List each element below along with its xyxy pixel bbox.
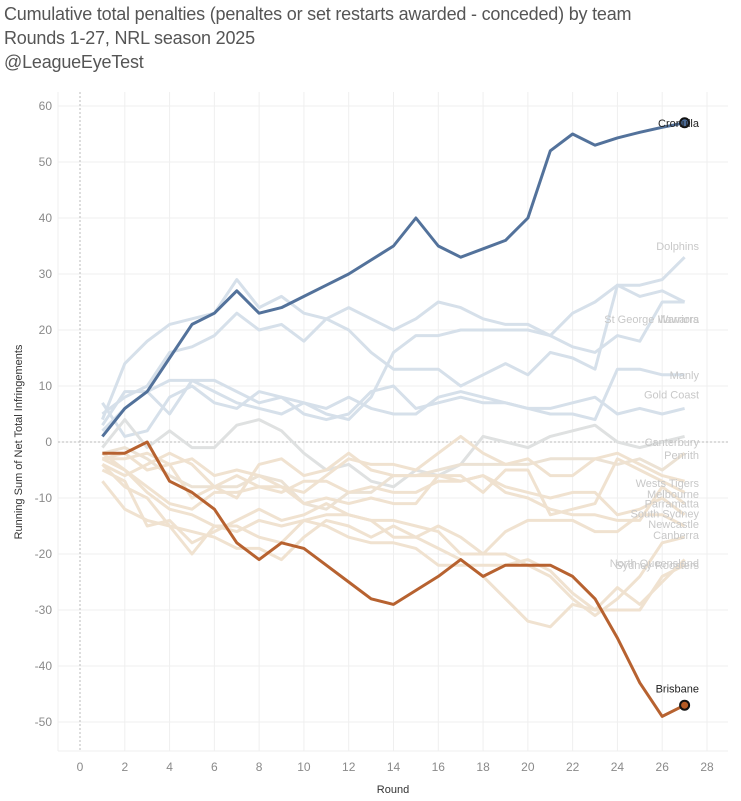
series-line-canberra <box>101 480 685 618</box>
end-labels: Cronulla Dolphins St George IllawarraWarri… <box>604 118 700 696</box>
end-label-brisbane: Brisbane <box>656 683 699 695</box>
highlight-series <box>101 117 691 718</box>
end-label-wests-tigers: Wests Tigers <box>636 478 700 490</box>
end-label-dolphins: Dolphins <box>656 241 699 253</box>
x-tick-label: 16 <box>432 760 446 774</box>
series-line-warriors <box>101 283 686 416</box>
chart-credit: @LeagueEyeTest <box>4 52 144 72</box>
y-tick-label: 40 <box>39 211 53 225</box>
end-label-north-queensland: North Queensland <box>610 558 699 570</box>
y-axis-title: Running Sum of Net Total Infringements <box>13 344 25 539</box>
series-line-gold-coast <box>101 384 685 438</box>
end-label-south-sydney: South Sydney <box>631 509 700 521</box>
end-label-manly: Manly <box>670 370 700 382</box>
x-tick-label: 8 <box>256 760 263 774</box>
end-label-melbourne: Melbourne <box>647 489 699 501</box>
x-axis-title: Round <box>377 784 409 796</box>
series-line-dolphins <box>101 256 686 421</box>
chart-subtitle: Rounds 1-27, NRL season 2025 <box>4 28 255 48</box>
chart-title: Cumulative total penalties (penaltes or … <box>4 4 632 24</box>
y-tick-label: -30 <box>35 603 53 617</box>
x-tick-label: 0 <box>77 760 84 774</box>
y-axis-ticks: 60 50 40 30 20 10 0 -10 -20 -30 -40 -50 <box>35 99 53 729</box>
x-tick-label: 4 <box>166 760 173 774</box>
endpoint-marker-brisbane <box>679 699 691 711</box>
end-label-sydney-roosters: Sydney Roosters <box>615 560 699 572</box>
y-tick-label: 20 <box>39 323 53 337</box>
y-tick-label: -20 <box>35 547 53 561</box>
end-label-parramatta: Parramatta <box>645 499 700 511</box>
end-label-gold-coast: Gold Coast <box>644 389 699 401</box>
end-label-newcastle: Newcastle <box>648 519 699 531</box>
x-tick-label: 6 <box>211 760 218 774</box>
y-tick-label: 60 <box>39 99 53 113</box>
end-label-penrith: Penrith <box>664 450 699 462</box>
y-tick-label: 30 <box>39 267 53 281</box>
x-tick-label: 14 <box>387 760 401 774</box>
series-line-cronulla <box>101 121 685 438</box>
x-tick-label: 2 <box>121 760 128 774</box>
series-line-sydney-roosters <box>101 452 686 612</box>
series-line-south-sydney <box>101 457 686 517</box>
series-line-north-queensland <box>101 463 686 629</box>
end-label-st-george-illawarra: St George Illawarra <box>604 314 700 326</box>
series-line-parramatta <box>102 451 686 522</box>
x-tick-label: 28 <box>700 760 714 774</box>
x-tick-label: 24 <box>611 760 625 774</box>
x-tick-label: 18 <box>476 760 490 774</box>
endpoint-marker-cronulla <box>679 117 691 129</box>
y-tick-label: 0 <box>45 435 52 449</box>
background-series <box>101 256 686 629</box>
grid-lines <box>57 92 728 752</box>
series-line-manly <box>101 367 685 432</box>
x-axis-ticks: 0 2 4 6 8 10 12 14 16 18 20 22 24 26 28 <box>77 760 714 774</box>
header: Cumulative total penalties (penaltes or … <box>4 2 632 74</box>
y-tick-label: 10 <box>39 379 53 393</box>
x-tick-label: 22 <box>566 760 580 774</box>
y-tick-label: -40 <box>35 659 53 673</box>
series-line-newcastle <box>101 468 686 556</box>
end-label-warriors: Warriors <box>658 314 700 326</box>
x-tick-label: 12 <box>342 760 356 774</box>
end-label-canterbury: Canterbury <box>645 437 700 449</box>
zero-reference-lines <box>58 92 728 751</box>
x-tick-label: 20 <box>521 760 535 774</box>
x-tick-label: 10 <box>297 760 311 774</box>
series-line-wests-tigers <box>102 434 685 494</box>
y-tick-label: -50 <box>35 715 53 729</box>
x-tick-label: 26 <box>656 760 670 774</box>
end-label-cronulla: Cronulla <box>658 118 700 130</box>
series-line-brisbane <box>102 440 686 718</box>
y-tick-label: 50 <box>39 155 53 169</box>
end-label-canberra: Canberra <box>653 530 700 542</box>
series-line-st-george <box>101 300 685 427</box>
y-tick-label: -10 <box>35 491 53 505</box>
series-line-melbourne <box>101 451 686 517</box>
series-line-canterbury <box>101 418 685 489</box>
